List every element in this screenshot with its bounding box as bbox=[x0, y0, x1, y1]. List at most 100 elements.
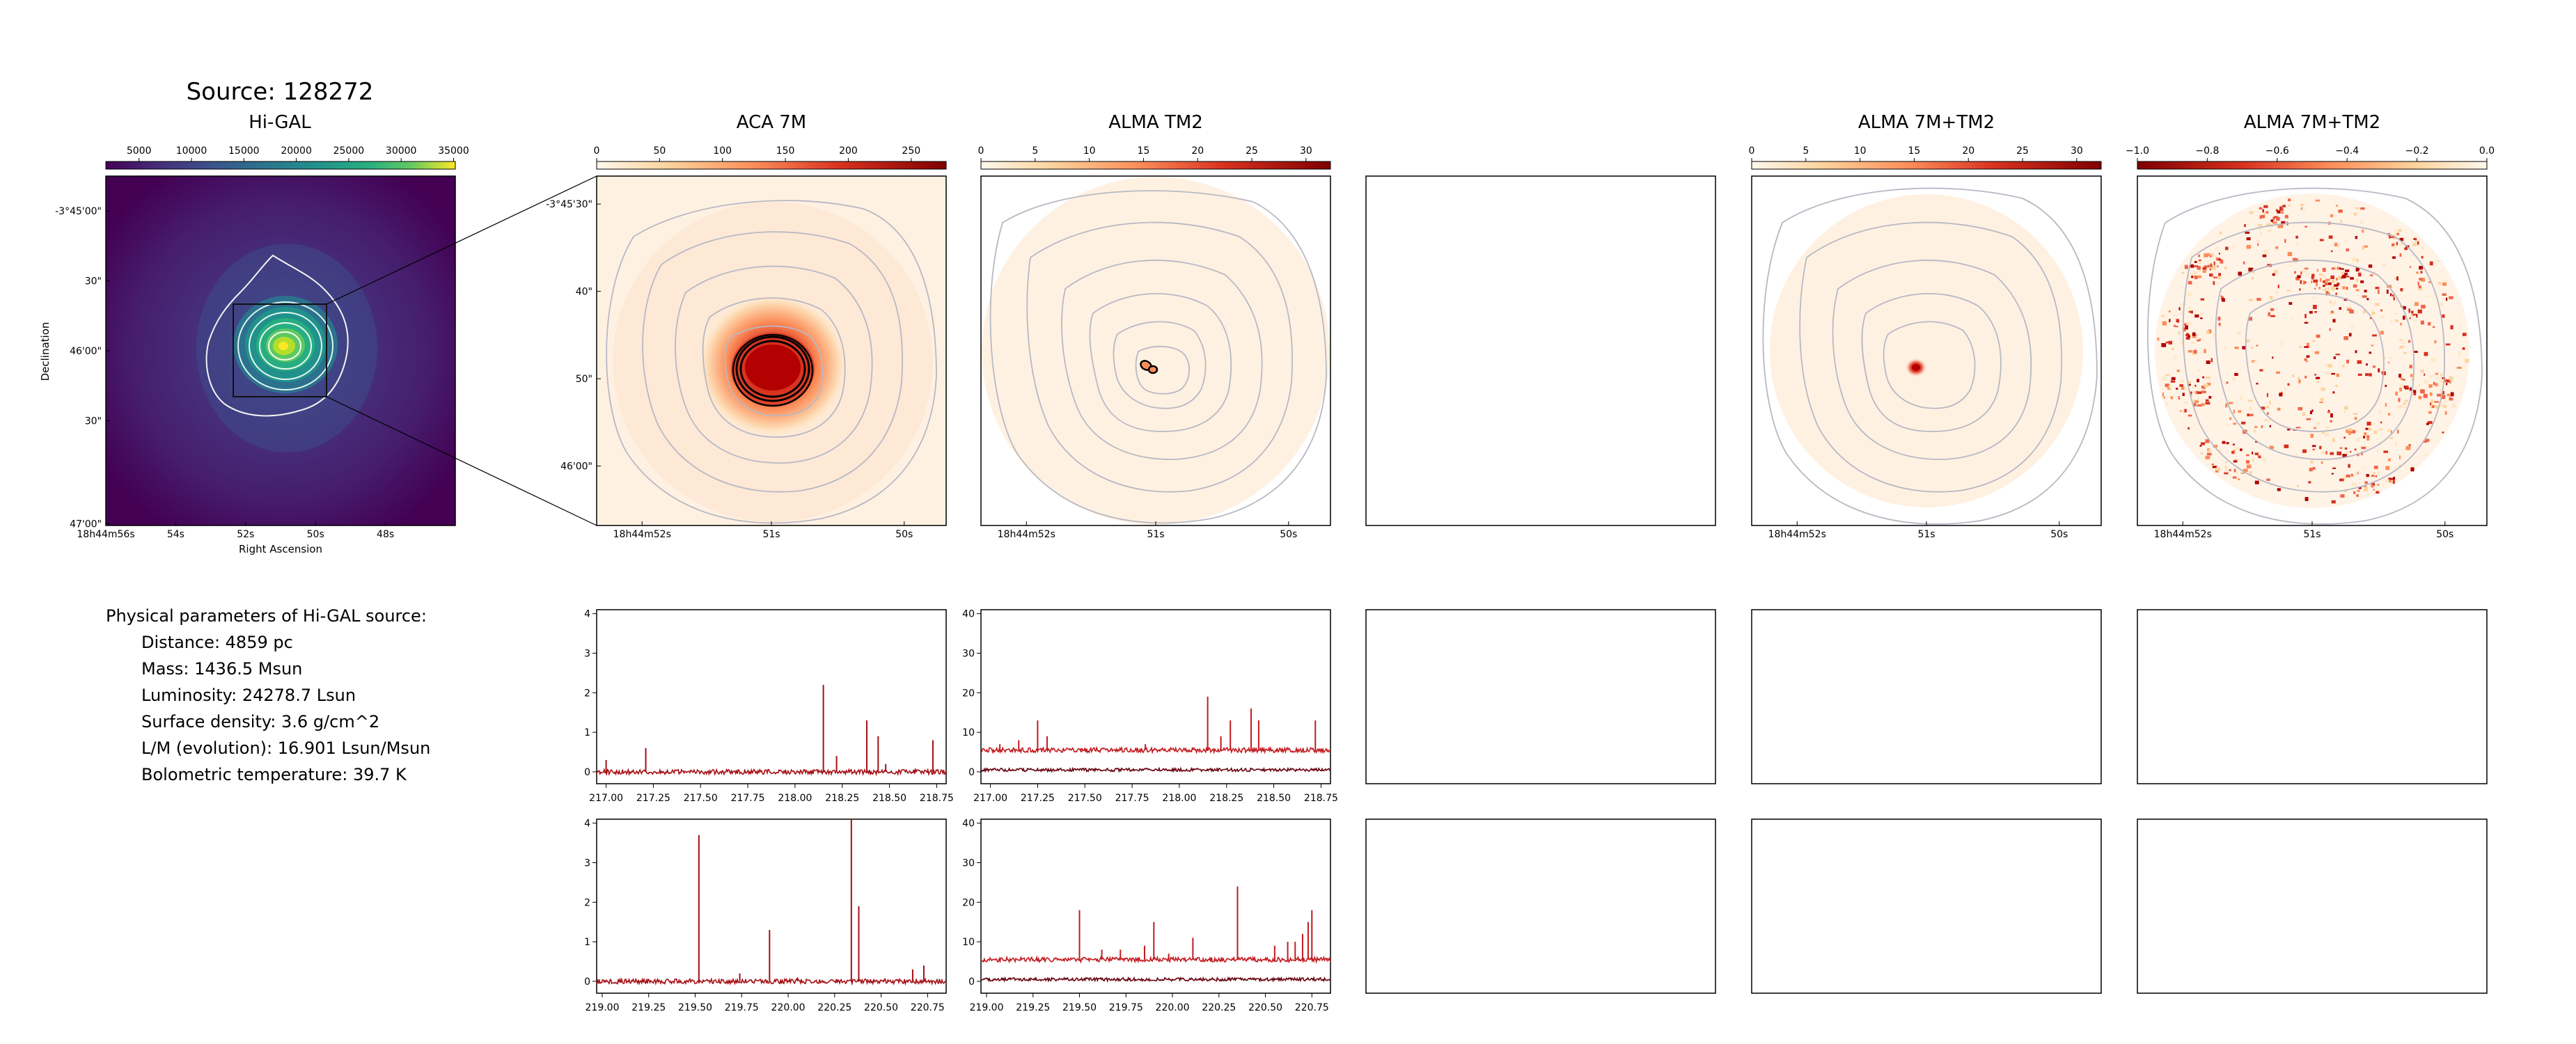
residual-pixel bbox=[2194, 314, 2199, 318]
physical-parameters: Physical parameters of Hi-GAL source: Di… bbox=[106, 606, 430, 784]
residual-pixel bbox=[2206, 382, 2211, 386]
spectrum-frame bbox=[980, 818, 1331, 994]
residual-pixel bbox=[2225, 461, 2228, 463]
residual-pixel bbox=[2319, 278, 2322, 283]
spectrum-aca7m-usb: 219.00 219.25 219.50 219.75 220.00 220.25 220.… bbox=[584, 818, 947, 1013]
residual-panel: ALMA 7M+TM2 −1.0 −0.8 −0.6 −0.4 −0.2 0.0 18h4… bbox=[2126, 112, 2495, 540]
residual-pixel bbox=[2391, 233, 2396, 236]
residual-pixel bbox=[2259, 207, 2263, 209]
y-tick-label: 10 bbox=[962, 727, 975, 738]
residual-pixel bbox=[2332, 438, 2335, 443]
residual-pixel bbox=[2346, 474, 2350, 477]
residual-pixel bbox=[2176, 370, 2180, 372]
residual-pixel bbox=[2397, 429, 2399, 434]
colorbar-tick-label: 25 bbox=[2016, 145, 2029, 157]
residual-pixel bbox=[2209, 268, 2211, 271]
spectrum-baseline bbox=[596, 767, 947, 777]
residual-pixel bbox=[2322, 274, 2326, 278]
x-tick-label: 219.50 bbox=[1062, 1002, 1097, 1013]
residual-pixel bbox=[2178, 396, 2180, 400]
residual-pixel bbox=[2403, 306, 2406, 310]
residual-pixel bbox=[2395, 391, 2398, 396]
residual-pixel bbox=[2265, 211, 2269, 214]
residual-pixel bbox=[2439, 379, 2444, 383]
residual-pixel bbox=[2412, 313, 2417, 316]
x-tick-label: 50s bbox=[1280, 529, 1297, 540]
residual-pixel bbox=[2395, 319, 2399, 322]
residual-pixel bbox=[2307, 273, 2310, 275]
residual-pixel bbox=[2288, 205, 2291, 207]
residual-pixel bbox=[2344, 272, 2348, 276]
residual-pixel bbox=[2314, 374, 2316, 376]
higal-axes: 18h44m56s 54s 52s 50s 48s -3°45'00" 30" 46'00" 3… bbox=[55, 206, 394, 540]
residual-pixel bbox=[2385, 479, 2388, 484]
residual-pixel bbox=[2331, 473, 2334, 475]
residual-pixel bbox=[2334, 301, 2337, 305]
x-tick-label: 217.25 bbox=[636, 793, 670, 804]
residual-pixel bbox=[2350, 473, 2354, 477]
residual-pixel bbox=[2445, 343, 2451, 346]
residual-pixel bbox=[2300, 203, 2304, 207]
residual-pixel bbox=[2198, 369, 2201, 372]
residual-pixel bbox=[2270, 315, 2275, 317]
residual-axes: 18h44m52s 51s 50s bbox=[2154, 521, 2453, 540]
residual-pixel bbox=[2385, 402, 2387, 407]
residual-pixel bbox=[2416, 271, 2419, 274]
residual-pixel bbox=[2362, 295, 2367, 298]
y-tick-label: 40 bbox=[962, 818, 975, 830]
residual-pixel bbox=[2313, 305, 2317, 309]
residual-pixel bbox=[2225, 466, 2227, 470]
residual-pixel bbox=[2380, 309, 2383, 312]
residual-pixel bbox=[2362, 310, 2366, 314]
colorbar-tick-label: 30 bbox=[1300, 145, 1312, 157]
residual-pixel bbox=[2372, 309, 2374, 312]
colorbar-tick-label: 5 bbox=[1032, 145, 1038, 157]
residual-pixel bbox=[2332, 280, 2335, 284]
residual-pixel bbox=[2360, 207, 2365, 210]
residual-pixel bbox=[2324, 288, 2327, 292]
residual-pixel bbox=[2193, 349, 2197, 354]
residual-pixel bbox=[2330, 300, 2332, 304]
residual-pixel bbox=[2375, 303, 2380, 306]
residual-pixel bbox=[2162, 321, 2167, 326]
residual-pixel bbox=[2304, 267, 2309, 270]
residual-pixel bbox=[2206, 331, 2210, 335]
param-heading: Physical parameters of Hi-GAL source: bbox=[106, 606, 427, 626]
residual-pixel bbox=[2325, 450, 2327, 454]
residual-pixel bbox=[2309, 468, 2313, 472]
residual-pixel bbox=[2442, 282, 2447, 286]
residual-pixel bbox=[2432, 326, 2435, 328]
residual-pixel bbox=[2389, 357, 2392, 360]
residual-pixel bbox=[2311, 275, 2314, 280]
residual-pixel bbox=[2325, 278, 2330, 281]
residual-pixel bbox=[2185, 336, 2190, 340]
residual-pixel bbox=[2183, 401, 2188, 404]
y-tick-label: 20 bbox=[962, 688, 975, 699]
residual-pixel bbox=[2225, 403, 2228, 408]
residual-pixel bbox=[2306, 418, 2311, 420]
residual-pixel bbox=[2302, 280, 2305, 285]
residual-pixel bbox=[2426, 422, 2429, 425]
param-surface-density: Surface density: 3.6 g/cm^2 bbox=[141, 712, 379, 731]
residual-pixel bbox=[2199, 270, 2201, 273]
residual-pixel bbox=[2353, 413, 2358, 415]
residual-pixel bbox=[2446, 297, 2448, 301]
residual-pixel bbox=[2200, 442, 2206, 445]
residual-pixel bbox=[2369, 274, 2373, 276]
residual-pixel bbox=[2353, 284, 2357, 288]
residual-pixel bbox=[2413, 391, 2417, 395]
residual-pixel bbox=[2432, 416, 2434, 418]
residual-pixel bbox=[2458, 314, 2460, 316]
residual-pixel bbox=[2180, 379, 2184, 383]
residual-pixel bbox=[2420, 271, 2423, 274]
residual-pixel bbox=[2366, 435, 2370, 438]
x-tick-label: 220.00 bbox=[1156, 1002, 1190, 1013]
residual-pixel bbox=[2369, 351, 2372, 354]
residual-pixel bbox=[2232, 245, 2235, 248]
residual-pixel bbox=[2439, 385, 2442, 388]
residual-pixel bbox=[2175, 326, 2178, 328]
x-tick-label: 219.00 bbox=[970, 1002, 1004, 1013]
empty-spectrum-panel bbox=[1751, 818, 2102, 994]
residual-pixel bbox=[2335, 292, 2337, 295]
